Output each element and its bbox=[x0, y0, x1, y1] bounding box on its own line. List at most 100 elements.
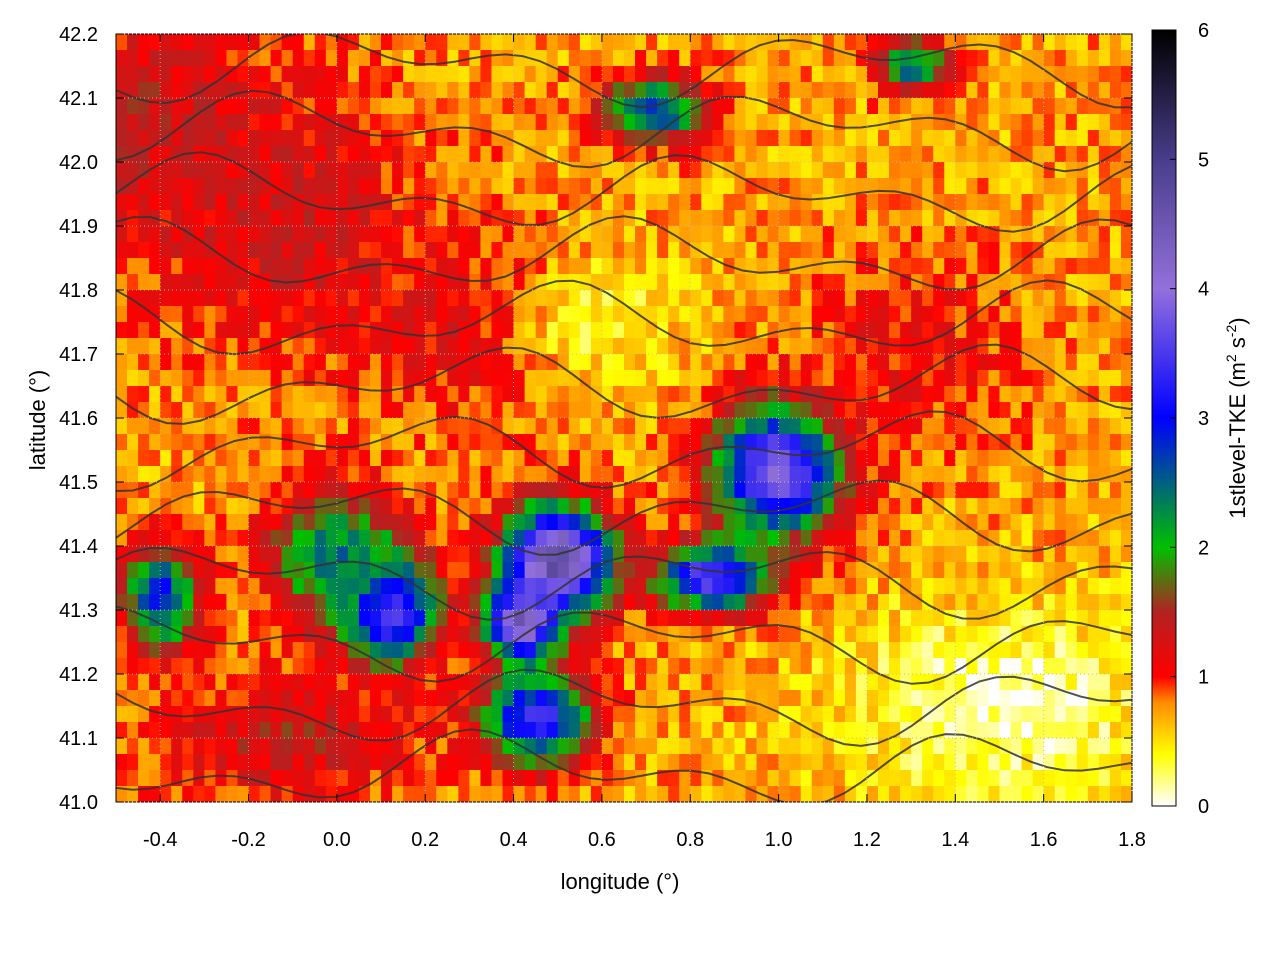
heatmap-cell bbox=[127, 706, 139, 723]
heatmap-cell bbox=[480, 610, 493, 627]
heatmap-cell bbox=[756, 402, 769, 419]
heatmap-cell bbox=[303, 130, 316, 147]
heatmap-cell bbox=[1021, 114, 1034, 131]
heatmap-cell bbox=[778, 690, 791, 707]
plot-area bbox=[116, 34, 1132, 802]
heatmap-cell bbox=[535, 130, 548, 147]
heatmap-cell bbox=[347, 594, 360, 611]
heatmap-cell bbox=[204, 562, 216, 579]
heatmap-cell bbox=[635, 306, 647, 323]
heatmap-cell bbox=[1021, 402, 1034, 419]
heatmap-cell bbox=[502, 690, 515, 707]
heatmap-cell bbox=[977, 674, 990, 691]
heatmap-cell bbox=[745, 770, 758, 787]
heatmap-cell bbox=[259, 306, 272, 323]
heatmap-cell bbox=[944, 754, 956, 771]
heatmap-cell bbox=[1065, 434, 1078, 451]
heatmap-cell bbox=[259, 130, 272, 147]
heatmap-cell bbox=[1054, 386, 1067, 403]
heatmap-cell bbox=[679, 562, 691, 579]
heatmap-cell bbox=[403, 82, 415, 99]
heatmap-cell bbox=[988, 786, 1001, 802]
heatmap-cell bbox=[1054, 50, 1067, 67]
heatmap-cell bbox=[458, 450, 470, 467]
heatmap-cell bbox=[1098, 98, 1111, 115]
heatmap-cell bbox=[756, 450, 769, 467]
heatmap-cell bbox=[314, 434, 327, 451]
heatmap-cell bbox=[878, 514, 890, 531]
heatmap-cell bbox=[370, 530, 382, 547]
heatmap-cell bbox=[734, 418, 747, 435]
heatmap-cell bbox=[1032, 306, 1045, 323]
heatmap-cell bbox=[657, 306, 669, 323]
heatmap-cell bbox=[513, 34, 526, 51]
colorbar-tick-label: 5 bbox=[1198, 149, 1209, 171]
heatmap-cell bbox=[193, 162, 205, 179]
heatmap-cell bbox=[922, 466, 934, 483]
heatmap-cell bbox=[1076, 450, 1089, 467]
heatmap-cell bbox=[646, 34, 658, 51]
heatmap-cell bbox=[690, 450, 702, 467]
heatmap-cell bbox=[381, 594, 393, 611]
heatmap-cell bbox=[535, 82, 548, 99]
heatmap-cell bbox=[866, 130, 879, 147]
heatmap-cell bbox=[756, 690, 769, 707]
heatmap-cell bbox=[1065, 578, 1078, 595]
heatmap-cell bbox=[1109, 370, 1122, 387]
heatmap-cell bbox=[281, 754, 294, 771]
heatmap-cell bbox=[535, 498, 548, 515]
heatmap-cell bbox=[160, 610, 172, 627]
heatmap-cell bbox=[469, 626, 482, 643]
heatmap-cell bbox=[281, 658, 294, 675]
heatmap-cell bbox=[458, 530, 470, 547]
heatmap-cell bbox=[347, 674, 360, 691]
heatmap-cell bbox=[116, 338, 128, 355]
heatmap-cell bbox=[624, 594, 636, 611]
heatmap-cell bbox=[171, 594, 183, 611]
heatmap-cell bbox=[259, 706, 272, 723]
heatmap-cell bbox=[1032, 162, 1045, 179]
heatmap-cell bbox=[381, 290, 393, 307]
heatmap-cell bbox=[1087, 546, 1100, 563]
heatmap-cell bbox=[325, 82, 338, 99]
heatmap-cell bbox=[491, 482, 504, 499]
heatmap-cell bbox=[160, 690, 172, 707]
heatmap-cell bbox=[138, 578, 150, 595]
heatmap-cell bbox=[524, 418, 537, 435]
heatmap-cell bbox=[149, 482, 161, 499]
heatmap-cell bbox=[988, 402, 1001, 419]
heatmap-cell bbox=[480, 50, 493, 67]
heatmap-cell bbox=[149, 674, 161, 691]
heatmap-cell bbox=[878, 546, 890, 563]
heatmap-cell bbox=[966, 562, 978, 579]
heatmap-cell bbox=[922, 562, 934, 579]
colorbar-tick-label: 6 bbox=[1198, 20, 1209, 42]
heatmap-cell bbox=[1087, 226, 1100, 243]
heatmap-cell bbox=[1120, 130, 1132, 147]
heatmap-cell bbox=[646, 450, 658, 467]
heatmap-cell bbox=[182, 530, 194, 547]
heatmap-cell bbox=[866, 306, 879, 323]
heatmap-cell bbox=[325, 562, 338, 579]
heatmap-cell bbox=[447, 258, 459, 275]
heatmap-cell bbox=[259, 674, 272, 691]
heatmap-cell bbox=[524, 34, 537, 51]
heatmap-cell bbox=[756, 674, 769, 691]
heatmap-cell bbox=[889, 434, 901, 451]
heatmap-cell bbox=[712, 658, 724, 675]
heatmap-cell bbox=[491, 194, 504, 211]
heatmap-cell bbox=[414, 226, 426, 243]
heatmap-cell bbox=[944, 258, 956, 275]
heatmap-cell bbox=[756, 642, 769, 659]
heatmap-cell bbox=[149, 610, 161, 627]
heatmap-cell bbox=[149, 450, 161, 467]
heatmap-cell bbox=[458, 210, 470, 227]
heatmap-cell bbox=[811, 226, 824, 243]
contour-line bbox=[116, 151, 1132, 233]
heatmap-cell bbox=[1065, 674, 1078, 691]
heatmap-cell bbox=[1087, 146, 1100, 163]
heatmap-cell bbox=[811, 402, 824, 419]
heatmap-cell bbox=[1065, 114, 1078, 131]
heatmap-cell bbox=[436, 242, 448, 259]
heatmap-cell bbox=[458, 658, 470, 675]
